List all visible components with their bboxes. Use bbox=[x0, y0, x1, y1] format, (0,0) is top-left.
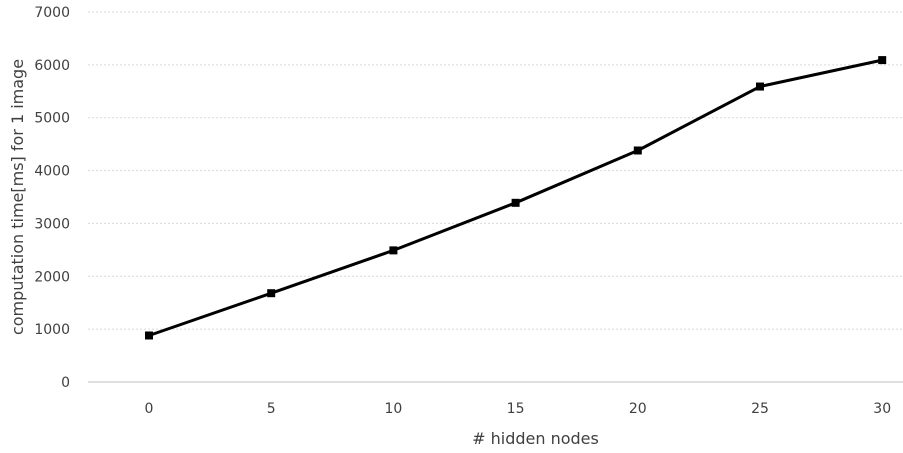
x-tick-label: 10 bbox=[384, 401, 402, 417]
data-point-marker bbox=[267, 289, 276, 298]
data-point-marker bbox=[633, 146, 642, 155]
series-line bbox=[148, 58, 883, 337]
x-tick-label: 30 bbox=[873, 401, 891, 417]
y-tick-label: 5000 bbox=[34, 111, 70, 127]
x-tick-label: 0 bbox=[145, 401, 154, 417]
data-point-marker bbox=[511, 198, 520, 207]
y-axis-tick-labels: 0 1000 2000 3000 4000 5000 6000 7000 bbox=[34, 5, 70, 391]
x-axis-tick-labels: 0 5 10 15 20 25 30 bbox=[145, 401, 892, 417]
y-tick-label: 6000 bbox=[34, 58, 70, 74]
x-axis-title: # hidden nodes bbox=[472, 429, 599, 448]
y-gridlines bbox=[88, 11, 903, 383]
data-point-marker bbox=[756, 82, 764, 91]
data-point-marker bbox=[145, 331, 153, 340]
y-tick-label: 3000 bbox=[34, 216, 70, 232]
y-tick-label: 0 bbox=[61, 375, 70, 391]
y-tick-label: 2000 bbox=[34, 269, 70, 285]
y-tick-label: 7000 bbox=[34, 5, 70, 21]
y-tick-label: 4000 bbox=[34, 164, 70, 180]
data-point-marker bbox=[389, 246, 398, 255]
y-axis-title: computation time[ms] for 1 image bbox=[8, 59, 27, 335]
series-computation-time bbox=[145, 56, 887, 340]
data-point-marker bbox=[878, 56, 887, 65]
y-tick-label: 1000 bbox=[34, 322, 70, 338]
x-tick-label: 5 bbox=[267, 401, 276, 417]
x-tick-label: 15 bbox=[507, 401, 525, 417]
x-tick-label: 20 bbox=[629, 401, 647, 417]
x-tick-label: 25 bbox=[751, 401, 769, 417]
